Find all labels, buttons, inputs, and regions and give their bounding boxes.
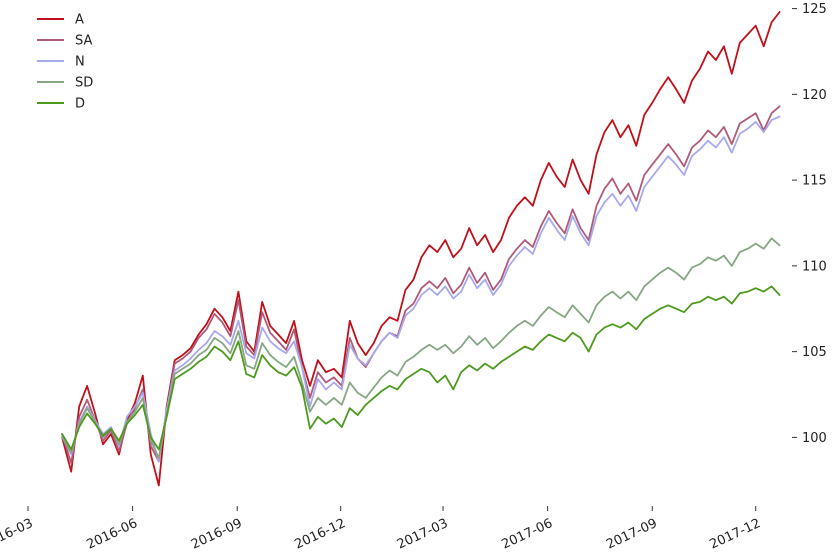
x-axis: 2016-03 2016-06 2016-09 2016-12 2017-03 2017-… xyxy=(0,506,763,553)
x-tick-label: 2017-09 xyxy=(604,516,660,553)
y-tick-label: 125 xyxy=(802,2,827,17)
legend-label-sa: SA xyxy=(75,34,92,49)
plot-area xyxy=(61,11,781,487)
y-tick-label: 100 xyxy=(802,431,827,446)
y-tick-label: 105 xyxy=(802,345,827,360)
y-tick-label: 120 xyxy=(802,88,827,103)
y-axis: 100 105 110 115 120 125 xyxy=(792,2,827,446)
legend-label-d: D xyxy=(75,97,85,112)
series-line-sa xyxy=(61,105,781,464)
x-tick-label: 2017-12 xyxy=(708,516,764,553)
x-tick-label: 2016-06 xyxy=(84,516,140,553)
y-tick-label: 110 xyxy=(802,259,827,274)
x-tick-label: 2017-06 xyxy=(499,516,555,553)
series-line-d xyxy=(61,285,781,451)
legend-label-n: N xyxy=(75,55,85,70)
y-tick-label: 115 xyxy=(802,174,827,189)
x-tick-label: 2016-09 xyxy=(189,516,245,553)
series-line-a xyxy=(61,11,781,487)
series-line-sd xyxy=(61,237,781,459)
x-tick-label: 2016-12 xyxy=(293,516,349,553)
legend: A SA N SD D xyxy=(37,13,93,112)
x-tick-label: 2016-03 xyxy=(0,516,35,553)
legend-label-sd: SD xyxy=(75,76,93,91)
x-tick-label: 2017-03 xyxy=(395,516,451,553)
series-line-n xyxy=(61,115,781,463)
legend-label-a: A xyxy=(75,13,84,28)
